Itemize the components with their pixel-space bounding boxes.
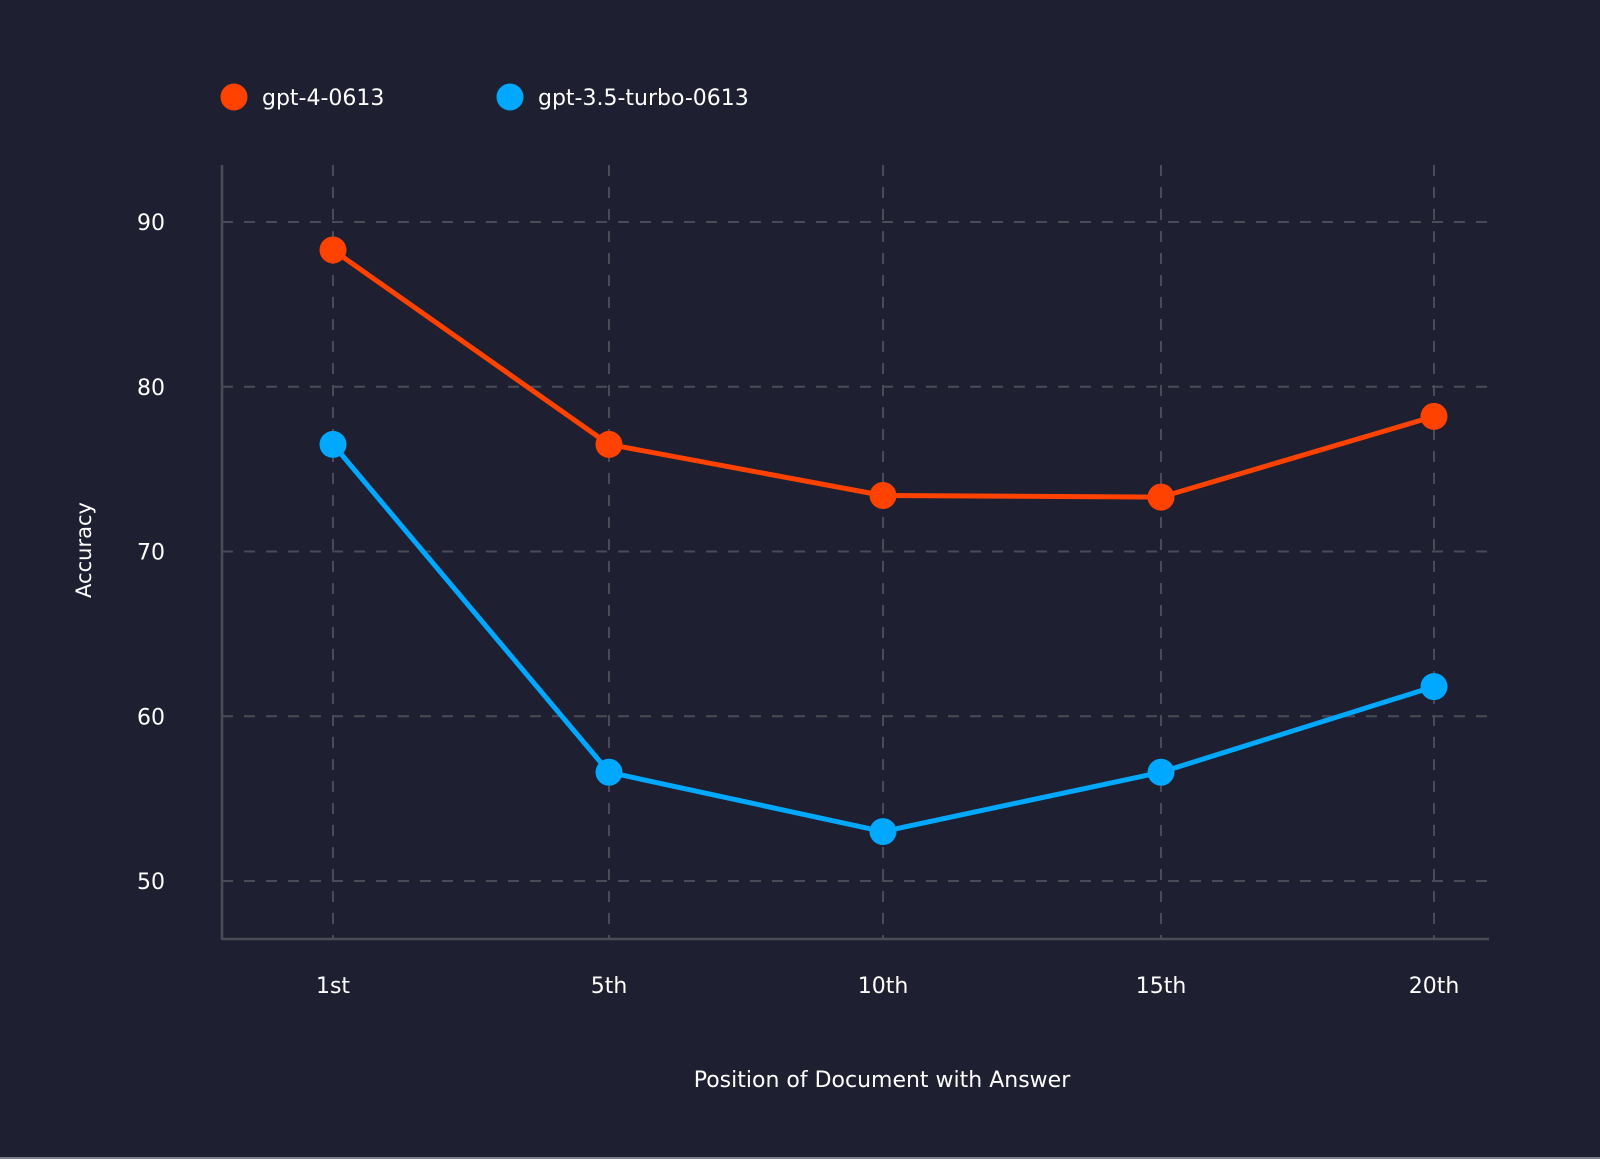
bottom-border	[0, 1157, 1600, 1159]
x-tick-labels: 1st 5th 10th 15th 20th	[316, 974, 1459, 999]
data-point	[319, 236, 347, 264]
y-tick-label: 80	[137, 376, 165, 401]
series-gpt-3.5-turbo-0613	[319, 430, 1448, 846]
data-point	[1420, 402, 1448, 430]
x-axis-label: Position of Document with Answer	[694, 1068, 1071, 1093]
data-point	[869, 818, 897, 846]
y-tick-label: 60	[137, 705, 165, 730]
x-tick-label: 10th	[858, 974, 909, 999]
y-tick-label: 50	[137, 870, 165, 895]
legend-item: gpt-4-0613	[220, 83, 384, 111]
legend-label: gpt-4-0613	[262, 86, 384, 111]
legend: gpt-4-0613 gpt-3.5-turbo-0613	[220, 83, 749, 111]
y-axis-label: Accuracy	[72, 502, 96, 598]
data-point	[319, 430, 347, 458]
x-tick-label: 5th	[591, 974, 628, 999]
data-point	[869, 481, 897, 509]
x-tick-label: 20th	[1409, 974, 1460, 999]
legend-item: gpt-3.5-turbo-0613	[496, 83, 749, 111]
series-gpt-4-0613	[319, 236, 1448, 511]
y-tick-labels: 50 60 70 80 90	[137, 211, 165, 895]
grid	[222, 165, 1489, 939]
x-tick-label: 1st	[316, 974, 350, 999]
series-group	[319, 236, 1448, 846]
data-point	[1147, 483, 1175, 511]
y-tick-label: 70	[137, 541, 165, 566]
legend-marker	[220, 83, 248, 111]
legend-label: gpt-3.5-turbo-0613	[538, 86, 749, 111]
data-point	[595, 758, 623, 786]
data-point	[595, 430, 623, 458]
data-point	[1147, 758, 1175, 786]
x-tick-label: 15th	[1136, 974, 1187, 999]
axes	[220, 165, 1489, 941]
legend-marker	[496, 83, 524, 111]
data-point	[1420, 673, 1448, 701]
y-tick-label: 90	[137, 211, 165, 236]
